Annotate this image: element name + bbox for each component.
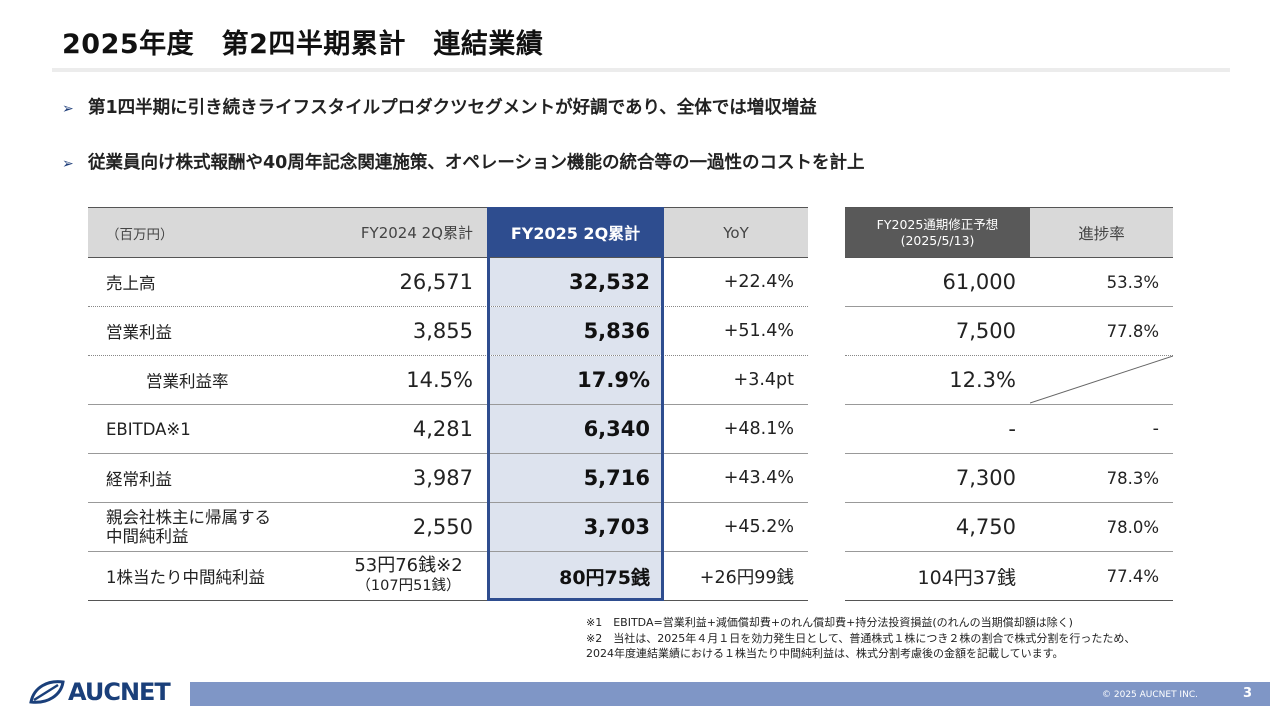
progress-operating-profit: 77.8% xyxy=(1106,321,1159,341)
bullet-text: 第1四半期に引き続きライフスタイルプロダクツセグメントが好調であり、全体では増収… xyxy=(88,98,817,118)
progress-ordinary-profit: 78.3% xyxy=(1106,468,1159,488)
forecast-revenue: 61,000 xyxy=(942,270,1016,294)
row-label-revenue: 売上高 xyxy=(106,274,156,293)
bullet-item: ➢ 従業員向け株式報酬や40周年記念関連施策、オペレーション機能の統合等の一過性の… xyxy=(62,149,865,174)
arrow-bullet-icon: ➢ xyxy=(62,156,74,172)
fy24-eps: 53円76銭※2 （107円51銭） xyxy=(330,552,487,600)
footnote-2-continued: 2024年度連結業績における１株当たり中間純利益は、株式分割考慮後の金額を記載し… xyxy=(586,647,1064,660)
page-title: 2025年度 第2四半期累計 連結業績 xyxy=(62,29,544,60)
fy2025-header: FY2025 2Q累計 xyxy=(487,207,664,257)
yoy-operating-profit: +51.4% xyxy=(723,321,794,341)
yoy-ebitda: +48.1% xyxy=(723,419,794,439)
bullet-text: 従業員向け株式報酬や40周年記念関連施策、オペレーション機能の統合等の一過性のコ… xyxy=(88,153,865,173)
row-label-ebitda: EBITDA※1 xyxy=(106,419,191,439)
not-applicable-diagonal xyxy=(1030,355,1173,404)
fy24-revenue: 26,571 xyxy=(399,270,473,294)
yoy-header: YoY xyxy=(664,208,808,257)
fy24-eps-adjusted: （107円51銭） xyxy=(356,578,461,594)
row-label-net-income-line1: 親会社株主に帰属する xyxy=(106,508,271,527)
forecast-table: FY2025通期修正予想 (2025/5/13) 進捗率 61,000 53.3… xyxy=(845,207,1173,601)
progress-ebitda: - xyxy=(1152,419,1159,439)
progress-revenue: 53.3% xyxy=(1106,272,1159,292)
arrow-bullet-icon: ➢ xyxy=(62,101,74,117)
progress-net-income: 78.0% xyxy=(1106,517,1159,537)
bullet-item: ➢ 第1四半期に引き続きライフスタイルプロダクツセグメントが好調であり、全体では増… xyxy=(62,94,817,119)
title-divider xyxy=(52,68,1230,72)
forecast-header-date: (2025/5/13) xyxy=(900,232,975,248)
logo-leaf-icon xyxy=(29,680,65,704)
forecast-operating-margin: 12.3% xyxy=(949,368,1016,392)
row-label-net-income: 親会社株主に帰属する 中間純利益 xyxy=(88,503,330,551)
progress-eps: 77.4% xyxy=(1106,566,1159,586)
fy25-ebitda: 6,340 xyxy=(487,405,664,453)
copyright: © 2025 AUCNET INC. xyxy=(1102,690,1198,700)
footnotes: ※1 EBITDA=営業利益+減価償却費+のれん償却費+持分法投資損益(のれんの… xyxy=(586,615,1135,662)
fy25-eps: 80円75銭 xyxy=(487,552,664,600)
row-label-net-income-line2: 中間純利益 xyxy=(106,527,189,546)
forecast-ebitda: - xyxy=(1008,417,1016,441)
row-label-operating-profit: 営業利益 xyxy=(106,323,172,342)
fy25-operating-profit: 5,836 xyxy=(487,307,664,355)
forecast-net-income: 4,750 xyxy=(955,515,1016,539)
aucnet-logo: AUCNET xyxy=(28,678,171,706)
forecast-eps: 104円37銭 xyxy=(917,566,1016,589)
forecast-operating-profit: 7,500 xyxy=(955,319,1016,343)
footnote-1: ※1 EBITDA=営業利益+減価償却費+のれん償却費+持分法投資損益(のれんの… xyxy=(586,616,1073,629)
forecast-header-title: FY2025通期修正予想 xyxy=(876,216,999,232)
logo-text: AUCNET xyxy=(68,678,171,706)
fy24-ordinary-profit: 3,987 xyxy=(412,466,473,490)
fy25-operating-margin: 17.9% xyxy=(487,356,664,404)
fy24-net-income: 2,550 xyxy=(412,515,473,539)
forecast-ordinary-profit: 7,300 xyxy=(955,466,1016,490)
yoy-eps: +26円99銭 xyxy=(699,567,794,588)
fy24-operating-profit: 3,855 xyxy=(412,319,473,343)
fy25-net-income: 3,703 xyxy=(487,503,664,551)
fy24-ebitda: 4,281 xyxy=(412,417,473,441)
fy24-eps-value: 53円76銭※2 xyxy=(354,555,463,576)
fy2024-header: FY2024 2Q累計 xyxy=(330,208,487,257)
fy25-ordinary-profit: 5,716 xyxy=(487,454,664,502)
row-label-eps: 1株当たり中間純利益 xyxy=(106,568,265,587)
results-table: （百万円） FY2024 2Q累計 YoY 売上高 26,571 32,532 … xyxy=(88,207,808,601)
footer-bar xyxy=(190,682,1270,706)
forecast-header: FY2025通期修正予想 (2025/5/13) xyxy=(845,208,1030,257)
footnote-2: ※2 当社は、2025年４月１日を効力発生日として、普通株式１株につき２株の割合… xyxy=(586,631,1136,645)
yoy-revenue: +22.4% xyxy=(723,272,794,292)
row-label-operating-margin: 営業利益率 xyxy=(146,372,229,391)
yoy-operating-margin: +3.4pt xyxy=(733,370,794,390)
row-label-ordinary-profit: 経常利益 xyxy=(106,470,172,489)
fy24-operating-margin: 14.5% xyxy=(406,368,473,392)
fy25-revenue: 32,532 xyxy=(487,258,664,306)
progress-header: 進捗率 xyxy=(1030,208,1173,257)
unit-header: （百万円） xyxy=(88,208,330,257)
page-number: 3 xyxy=(1243,686,1253,701)
yoy-ordinary-profit: +43.4% xyxy=(723,468,794,488)
yoy-net-income: +45.2% xyxy=(723,517,794,537)
